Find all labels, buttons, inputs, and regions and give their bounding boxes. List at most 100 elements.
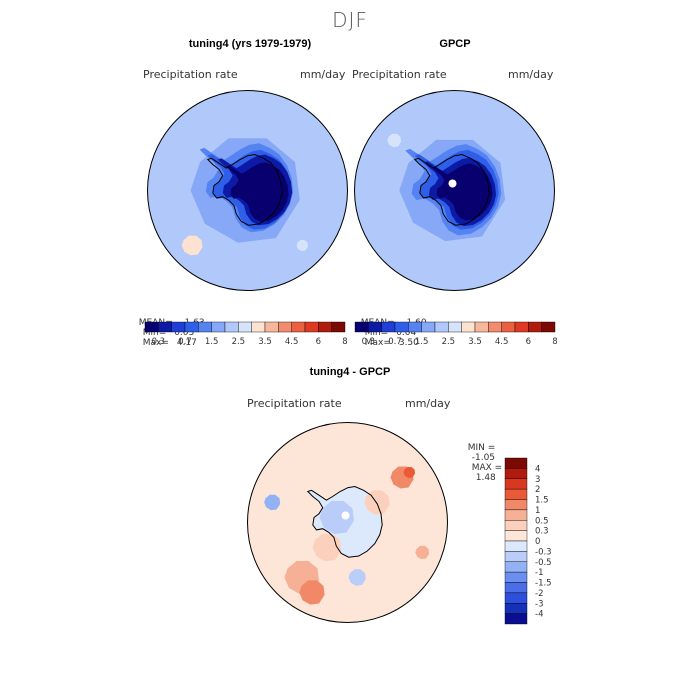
model-contour-5 (181, 235, 203, 256)
diff-colorbar-tick-label: -1 (535, 568, 543, 578)
diff-colorbar-tick-label: 0 (535, 537, 540, 547)
model-map-border (147, 90, 348, 291)
season-title: DJF (332, 8, 368, 32)
model-min-label: Min= (142, 328, 167, 338)
gpcp-colorbar-swatch (488, 321, 502, 333)
model-max-value: 4.17 (176, 338, 197, 348)
gpcp-colorbar-swatch (354, 321, 369, 333)
gpcp-colorbar-tick-label: 1.5 (415, 337, 429, 347)
model-colorbar-swatch (144, 321, 159, 333)
diff-colorbar-swatch (504, 540, 528, 552)
diff-colorbar-tick-label: -0.3 (535, 547, 552, 557)
model-colorbar-swatch (171, 321, 186, 333)
diff-colorbar-swatch (504, 488, 528, 500)
diff-colorbar-swatch (504, 499, 528, 511)
diff-field (247, 422, 448, 623)
diff-colorbar-tick-label: 1 (535, 506, 540, 516)
diff-colorbar-tick-label: 1.5 (535, 496, 549, 506)
model-colorbar-tick-label: 4.5 (285, 337, 299, 347)
model-units-label: mm/day (300, 68, 346, 81)
gpcp-colorbar-tick-label: 6 (526, 337, 531, 347)
gpcp-contour-5 (387, 133, 402, 148)
gpcp-colorbar-tick-label: 4.5 (495, 337, 509, 347)
model-colorbar-tick-label: 8 (342, 337, 347, 347)
diff-colorbar-tick-label: -2 (535, 589, 543, 599)
diff-colorbar-swatch (504, 520, 528, 531)
gpcp-max-label: Max= (364, 338, 391, 348)
diff-colorbar-swatch (504, 509, 528, 521)
gpcp-contour-4 (432, 163, 493, 221)
diff-colorbar-tick-label: 4 (535, 464, 540, 474)
gpcp-colorbar-swatch (501, 321, 516, 333)
diff-contour-1 (299, 580, 325, 605)
gpcp-coastline (413, 153, 490, 226)
gpcp-colorbar-swatch (408, 321, 422, 333)
diff-variable-label: Precipitation rate (247, 397, 342, 410)
diff-colorbar-tick-label: 2 (535, 485, 540, 495)
diff-max-value: 1.48 (475, 473, 496, 483)
diff-colorbar-tick-label: -0.5 (535, 558, 552, 568)
gpcp-colorbar-swatch (434, 321, 449, 333)
gpcp-field (354, 90, 555, 291)
model-colorbar-swatch (318, 321, 332, 333)
gpcp-colorbar-swatch (474, 321, 489, 333)
diff-map-border (247, 422, 448, 623)
model-colorbar-swatch (224, 321, 239, 333)
gpcp-colorbar-swatch (528, 321, 542, 333)
diff-max-label: MAX = (471, 463, 503, 473)
diff-colorbar-swatch (504, 468, 528, 479)
diff-colorbar-tick-label: -4 (535, 610, 543, 620)
diff-colorbar-swatch (504, 478, 528, 490)
gpcp-colorbar-swatch (381, 321, 396, 333)
diff-colorbar-swatch (504, 603, 528, 614)
diff-contour-10 (415, 545, 430, 560)
diff-colorbar-swatch (504, 582, 528, 594)
diff-contour-3 (403, 467, 415, 478)
model-colorbar-swatch (264, 321, 279, 333)
diff-contour-8 (264, 494, 281, 511)
gpcp-pole-marker (448, 179, 457, 188)
model-colorbar-swatch (198, 321, 212, 333)
panel-title-diff: tuning4 - GPCP (309, 366, 391, 378)
gpcp-colorbar-swatch (394, 321, 409, 333)
gpcp-colorbar-swatch (368, 321, 382, 333)
model-min-value: 0.03 (174, 328, 195, 338)
diff-pole-marker (341, 511, 350, 520)
model-colorbar-swatch (291, 321, 306, 333)
gpcp-colorbar-swatch (448, 321, 462, 333)
gpcp-colorbar-swatch (461, 321, 476, 333)
model-contour-6 (296, 240, 308, 251)
model-colorbar-tick-label: 0.3 (152, 337, 166, 347)
diff-min-label: MIN = (467, 443, 496, 453)
diff-stats: MIN = -1.05 MAX = 1.48 (462, 433, 503, 483)
gpcp-min-label: Min= (364, 328, 389, 338)
gpcp-colorbar-tick-label: 8 (552, 337, 557, 347)
diff-colorbar-tick-label: 0.3 (535, 527, 549, 537)
model-colorbar-swatch (304, 321, 319, 333)
model-variable-label: Precipitation rate (143, 68, 238, 81)
gpcp-max-value: 3.50 (398, 338, 419, 348)
panel-title-model: tuning4 (yrs 1979-1979) (188, 38, 312, 50)
diff-precip-map (247, 422, 448, 623)
gpcp-colorbar-tick-label: 0.3 (362, 337, 376, 347)
diff-colorbar-swatch (504, 561, 528, 573)
model-colorbar-swatch (184, 321, 199, 333)
diff-colorbar-tick-label: 0.5 (535, 516, 549, 526)
diff-contour-9 (348, 569, 366, 586)
diff-coastline (306, 485, 383, 558)
diff-colorbar-tick-label: 3 (535, 475, 540, 485)
panel-title-gpcp: GPCP (439, 38, 471, 50)
model-colorbar-swatch (158, 321, 172, 333)
diff-colorbar-swatch (504, 592, 528, 604)
gpcp-colorbar-tick-label: 2.5 (442, 337, 456, 347)
model-colorbar-tick-label: 3.5 (258, 337, 272, 347)
diff-min-value: -1.05 (471, 453, 496, 463)
diff-colorbar-swatch (504, 551, 528, 562)
model-max-label: Max= (142, 338, 169, 348)
model-contour-4 (226, 162, 289, 222)
model-colorbar-swatch (238, 321, 252, 333)
model-colorbar-swatch (278, 321, 292, 333)
model-colorbar-tick-label: 1.5 (205, 337, 219, 347)
gpcp-colorbar: 0.3 0.7 1.5 2.5 3.5 4.5 6 8 (354, 321, 558, 347)
gpcp-colorbar-swatch (541, 321, 556, 333)
